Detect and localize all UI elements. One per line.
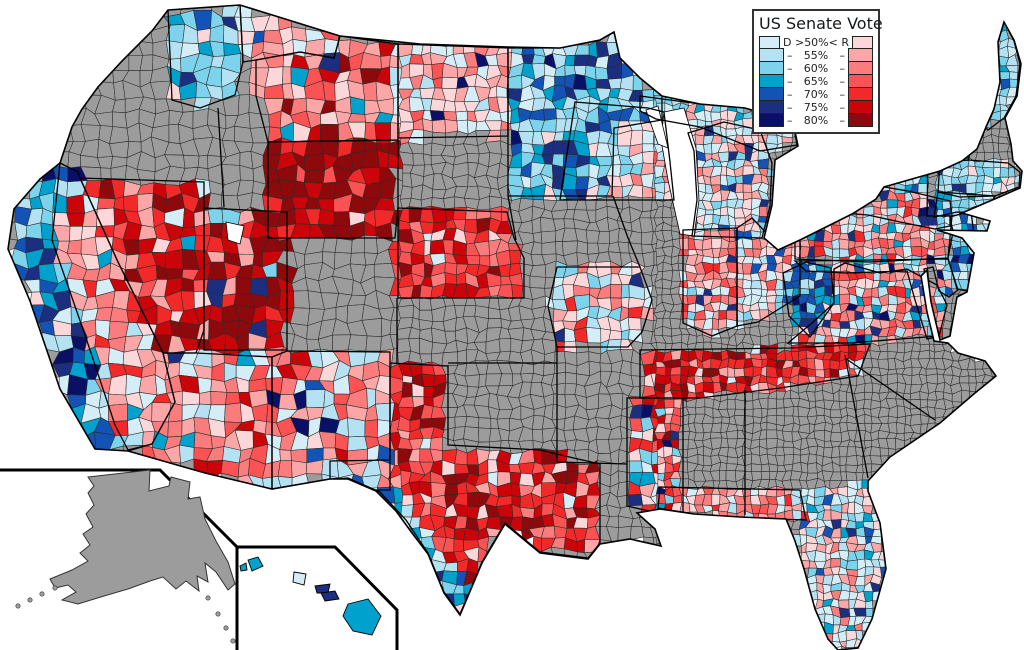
legend-swatch-dem	[759, 48, 784, 62]
legend-swatch-rep	[848, 61, 873, 75]
legend-row-label: –55% –	[787, 49, 845, 62]
legend-swatch-dem	[759, 100, 784, 114]
legend-title: US Senate Vote	[759, 14, 883, 33]
legend-swatch-rep	[848, 48, 873, 62]
legend-rows: D >50% < R –55% – –60% – –65% – –70% – –75% – –80% –	[759, 36, 873, 127]
legend-row-label: –80% –	[787, 114, 845, 127]
legend-row-label: –60% –	[787, 62, 845, 75]
legend-swatch-rep	[848, 87, 873, 101]
map-legend: US Senate Vote D >50% < R –55% – –60% – –65% – –…	[752, 9, 883, 134]
legend-swatch-dem	[759, 87, 784, 101]
legend-swatch-dem	[759, 61, 784, 75]
legend-row-label: –70% –	[787, 88, 845, 101]
legend-swatch-rep	[848, 113, 873, 127]
legend-row-label: –65% –	[787, 75, 845, 88]
legend-swatch-dem	[759, 113, 784, 127]
legend-row-6: –80% –	[759, 113, 873, 127]
legend-row-label: D >50% < R	[783, 36, 849, 49]
legend-row-0: D >50% < R	[759, 36, 873, 49]
legend-row-1: –55% –	[759, 48, 873, 62]
legend-row-2: –60% –	[759, 61, 873, 75]
legend-row-5: –75% –	[759, 100, 873, 114]
legend-swatch-rep	[848, 100, 873, 114]
legend-row-4: –70% –	[759, 87, 873, 101]
legend-swatch-rep	[848, 74, 873, 88]
legend-swatch-dem	[759, 74, 784, 88]
legend-row-label: –75% –	[787, 101, 845, 114]
